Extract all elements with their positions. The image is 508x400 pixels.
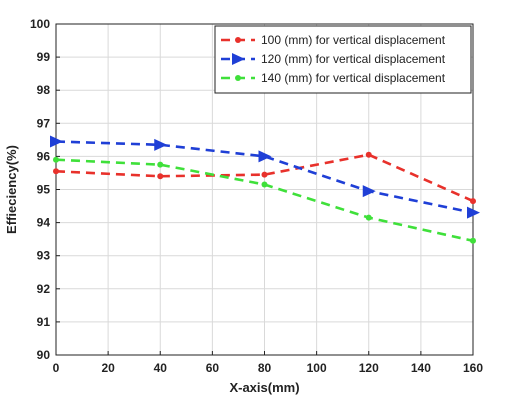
data-point xyxy=(470,198,476,205)
data-point xyxy=(261,181,268,188)
series-100-mm xyxy=(53,151,476,205)
x-tick-label: 100 xyxy=(307,361,327,375)
y-axis-label: Effieciency(%) xyxy=(4,145,19,234)
x-tick-label: 160 xyxy=(463,361,483,375)
x-tick-label: 40 xyxy=(154,361,168,375)
series-140-mm xyxy=(53,156,476,244)
data-point xyxy=(365,214,372,221)
x-tick-label: 60 xyxy=(206,361,220,375)
y-tick-label: 97 xyxy=(37,116,51,130)
y-tick-label: 95 xyxy=(37,183,51,197)
data-point xyxy=(365,151,372,158)
data-point xyxy=(362,185,376,198)
data-point xyxy=(53,156,59,163)
series-120-mm xyxy=(50,135,480,219)
legend-label: 140 (mm) for vertical displacement xyxy=(261,71,446,85)
legend-label: 100 (mm) for vertical displacement xyxy=(261,33,446,47)
y-tick-label: 90 xyxy=(37,348,51,362)
data-point xyxy=(235,75,241,81)
x-axis-label: X-axis(mm) xyxy=(229,380,299,395)
data-point xyxy=(261,171,268,178)
data-point xyxy=(467,206,480,219)
y-tick-label: 98 xyxy=(37,83,51,97)
data-point xyxy=(50,135,63,148)
y-tick-label: 100 xyxy=(30,17,50,31)
x-tick-label: 140 xyxy=(411,361,431,375)
y-tick-label: 94 xyxy=(37,216,51,230)
y-tick-label: 96 xyxy=(37,149,51,163)
data-point xyxy=(154,138,168,151)
x-tick-label: 120 xyxy=(359,361,379,375)
x-tick-label: 80 xyxy=(258,361,272,375)
data-point xyxy=(232,53,245,65)
legend: 100 (mm) for vertical displacement 120 (m… xyxy=(214,25,472,94)
data-point xyxy=(157,173,164,180)
data-point xyxy=(157,161,164,168)
series-group xyxy=(50,135,480,244)
y-tick-label: 92 xyxy=(37,282,51,296)
data-point xyxy=(235,37,241,43)
x-tick-label: 20 xyxy=(101,361,115,375)
y-tick-label: 93 xyxy=(37,249,51,263)
y-tick-label: 91 xyxy=(37,315,51,329)
axis-ticks: 0 20 40 60 80 100 120 140 160 90 91 92 93 94 95 96 97 98 9… xyxy=(30,17,483,375)
data-point xyxy=(53,168,59,175)
y-tick-label: 99 xyxy=(37,50,51,64)
series-line xyxy=(55,153,474,203)
data-point xyxy=(258,150,272,163)
legend-box xyxy=(214,25,472,94)
x-tick-label: 0 xyxy=(53,361,60,375)
legend-label: 120 (mm) for vertical displacement xyxy=(261,52,446,66)
data-point xyxy=(470,237,476,244)
